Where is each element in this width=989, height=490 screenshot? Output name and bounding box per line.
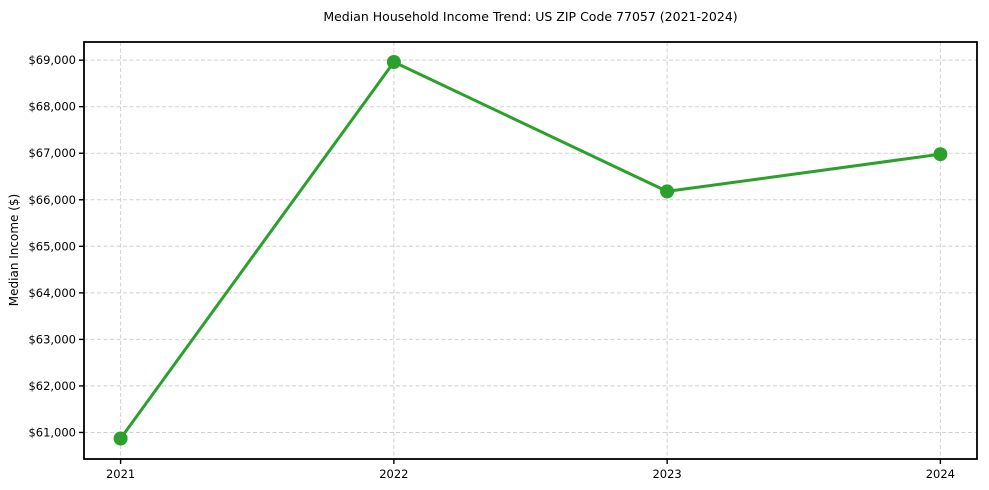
- y-tick-label: $61,000: [28, 425, 76, 439]
- y-tick-label: $64,000: [28, 286, 76, 300]
- data-point-2022: [386, 55, 401, 69]
- y-tick-label: $67,000: [28, 146, 76, 160]
- x-tick-label: 2023: [652, 467, 681, 481]
- y-tick-label: $65,000: [28, 239, 76, 253]
- y-tick-label: $62,000: [28, 379, 76, 393]
- y-tick-label: $66,000: [28, 193, 76, 207]
- chart-title: Median Household Income Trend: US ZIP Co…: [323, 9, 738, 24]
- x-tick-label: 2024: [926, 467, 955, 481]
- x-tick-label: 2022: [379, 467, 408, 481]
- x-tick-label: 2021: [106, 467, 135, 481]
- data-point-2023: [660, 184, 675, 199]
- axes-spines: [83, 41, 978, 460]
- data-point-2021: [113, 431, 128, 446]
- y-tick-label: $69,000: [28, 53, 76, 67]
- y-tick-label: $63,000: [28, 332, 76, 346]
- data-point-2024: [933, 147, 948, 162]
- y-tick-label: $68,000: [28, 100, 76, 114]
- income-trend-line: [119, 60, 942, 440]
